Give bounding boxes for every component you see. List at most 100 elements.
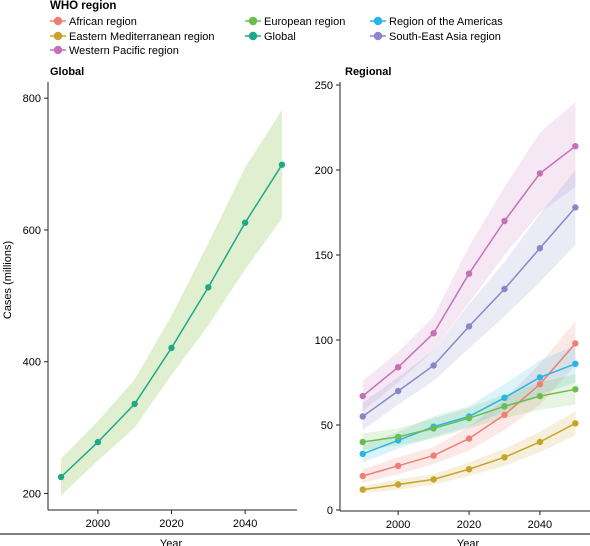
y-tick-label: 800 — [23, 93, 41, 105]
data-point — [536, 392, 544, 400]
data-point — [359, 450, 366, 458]
x-tick-label: 2000 — [386, 519, 410, 531]
data-point — [430, 425, 437, 432]
data-point — [394, 481, 402, 488]
data-point — [501, 403, 508, 410]
series-global — [57, 161, 286, 481]
legend-swatch-marker — [248, 31, 258, 41]
data-point — [572, 143, 579, 150]
y-tick-label: 0 — [327, 505, 333, 517]
data-point — [465, 270, 473, 277]
data-point — [131, 400, 138, 408]
y-tick-label: 50 — [321, 420, 333, 432]
series-south-east-asia-region — [359, 204, 579, 420]
uncertainty-band-eastern-mediterranean-region — [362, 411, 576, 493]
data-point — [572, 386, 579, 393]
data-point — [430, 452, 437, 459]
data-point — [359, 392, 366, 400]
uncertainty-band-global — [61, 110, 282, 496]
legend-label: Region of the Americas — [389, 16, 503, 28]
data-point — [572, 204, 579, 211]
legend-label: African region — [69, 16, 137, 28]
y-tick-label: 250 — [315, 80, 333, 92]
data-point — [501, 454, 508, 461]
legend-item-african-region: African region — [50, 16, 137, 28]
data-point — [359, 413, 366, 420]
legend-label: South-East Asia region — [389, 31, 501, 43]
data-point — [394, 387, 402, 395]
series-african-region — [359, 340, 579, 480]
legend-swatch-marker — [53, 31, 63, 41]
legend-swatch-marker — [373, 16, 383, 26]
data-point — [394, 364, 402, 371]
data-point — [430, 476, 437, 483]
legend-swatch-marker — [373, 31, 383, 41]
legend-item-european-region: European region — [245, 16, 345, 28]
data-point — [278, 161, 286, 168]
data-point — [57, 473, 65, 481]
y-tick-label: 100 — [315, 335, 333, 347]
legend-item-global: Global — [245, 31, 296, 43]
data-point — [359, 472, 366, 480]
panel-title-regional: Regional — [345, 66, 391, 78]
uncertainty-band-european-region — [362, 374, 576, 451]
panel-regional: Regional Year 0 50 100 150 200 250 2000 2020 204… — [315, 66, 590, 546]
data-point — [241, 219, 249, 226]
x-tick-label: 2020 — [159, 518, 183, 530]
x-axis-label-global: Year — [160, 538, 183, 546]
data-point — [536, 374, 544, 381]
series-western-pacific-region — [359, 143, 579, 400]
data-point — [572, 360, 579, 367]
x-tick-label: 2040 — [233, 518, 257, 530]
data-point — [501, 411, 508, 418]
series-european-region — [359, 386, 579, 446]
y-tick-label: 400 — [23, 357, 41, 369]
data-point — [501, 394, 508, 401]
y-tick-label: 200 — [315, 165, 333, 177]
legend-swatch-marker — [53, 16, 63, 26]
legend-item-region-of-the-americas: Region of the Americas — [370, 16, 503, 28]
y-tick-label: 150 — [315, 250, 333, 262]
data-point — [501, 285, 508, 293]
legend-label: Global — [264, 31, 296, 43]
uncertainty-band-western-pacific-region — [362, 102, 576, 412]
series-eastern-mediterranean-region — [359, 420, 579, 493]
legend-item-eastern-mediterranean-region: Eastern Mediterranean region — [50, 31, 215, 43]
x-tick-label: 2020 — [457, 519, 481, 531]
legend-swatch-marker — [53, 45, 63, 55]
data-point — [394, 433, 402, 441]
y-tick-label: 200 — [23, 489, 41, 501]
data-point — [205, 284, 212, 291]
data-point — [572, 420, 579, 427]
data-point — [536, 438, 544, 446]
data-point — [359, 438, 366, 446]
panel-title-global: Global — [50, 66, 84, 78]
data-point — [94, 438, 102, 446]
y-axis-label-global: Cases (millions) — [2, 241, 14, 319]
legend-label: Western Pacific region — [69, 45, 179, 57]
legend-label: Eastern Mediterranean region — [69, 31, 215, 43]
data-point — [465, 415, 473, 422]
data-point — [430, 330, 437, 337]
legend-label: European region — [264, 16, 345, 28]
legend: WHO region African region European region… — [50, 0, 503, 57]
data-point — [394, 462, 402, 469]
panel-global: Global Cases (millions) Year 200 400 600 80… — [2, 66, 297, 546]
data-point — [572, 340, 579, 347]
data-point — [536, 381, 544, 388]
legend-item-western-pacific-region: Western Pacific region — [50, 45, 179, 57]
data-point — [501, 217, 508, 225]
x-axis-label-regional: Year — [457, 538, 480, 546]
data-point — [465, 323, 473, 330]
legend-swatch-marker — [248, 16, 258, 26]
uncertainty-band-african-region — [362, 321, 576, 483]
data-point — [465, 466, 473, 473]
data-point — [536, 245, 544, 252]
y-tick-label: 600 — [23, 225, 41, 237]
legend-title: WHO region — [50, 0, 116, 12]
data-point — [536, 170, 544, 177]
data-point — [359, 486, 366, 493]
data-point — [168, 344, 175, 352]
data-point — [430, 362, 437, 369]
